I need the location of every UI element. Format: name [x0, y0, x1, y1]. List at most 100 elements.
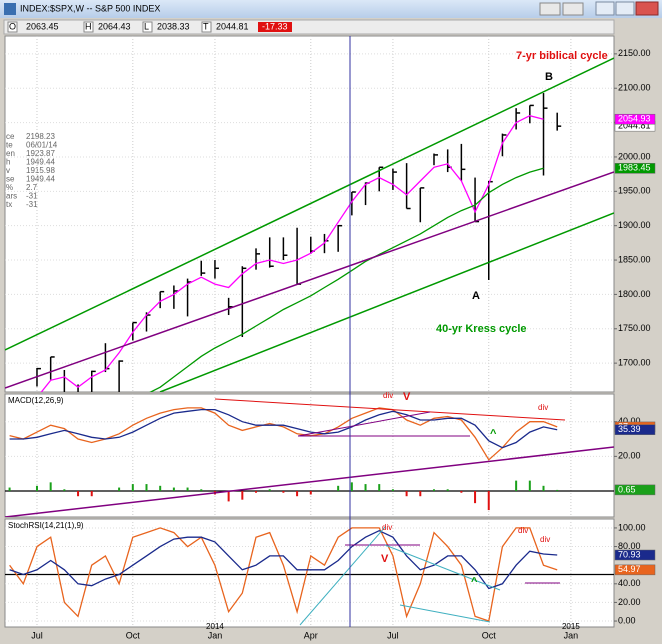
channel-bottom	[159, 212, 614, 392]
y-tick-label: 2000.00	[618, 151, 651, 161]
plot-area	[5, 53, 614, 392]
y-tick-label: 1700.00	[618, 358, 651, 368]
histogram-bar	[487, 491, 490, 511]
x-tick-label: Oct	[126, 630, 141, 640]
y-tick-label: 2100.00	[618, 83, 651, 93]
quote-label-box	[142, 21, 153, 33]
x-year-label: 2015	[562, 622, 580, 631]
histogram-bar	[364, 484, 367, 492]
histogram-bar	[542, 485, 545, 492]
series-line	[9, 407, 558, 461]
last-value-label: 2044.81	[618, 121, 651, 131]
histogram-bar	[159, 485, 162, 492]
series-line	[9, 408, 558, 449]
title-bar	[0, 0, 662, 18]
last-value-label: 70.93	[618, 549, 641, 559]
annotation: B	[545, 71, 553, 83]
info-label: en	[6, 149, 15, 158]
quote-high: 2064.43	[98, 21, 131, 31]
y-tick-label: 0.00	[618, 615, 636, 625]
histogram-bar	[515, 480, 518, 492]
x-tick-label: Jan	[208, 630, 223, 640]
last-value-box	[614, 113, 656, 125]
last-value-label: 1983.45	[618, 163, 651, 173]
y-tick-label: 20.00	[618, 451, 641, 461]
info-label: se	[6, 175, 15, 184]
histogram-bar	[118, 487, 121, 492]
histogram-bar	[172, 487, 175, 492]
app-icon	[4, 3, 16, 15]
toolbar-button[interactable]	[562, 2, 584, 16]
maximize-button[interactable]	[615, 1, 635, 16]
annotation: div	[518, 526, 528, 535]
histogram-bar	[309, 491, 312, 495]
histogram-bar	[528, 480, 531, 492]
y-tick-label: 1850.00	[618, 254, 651, 264]
y-tick-label: 1800.00	[618, 289, 651, 299]
info-label: te	[6, 141, 13, 150]
info-value: 2198.23	[26, 132, 55, 141]
trendline	[399, 604, 491, 623]
last-value-box	[614, 163, 656, 174]
quote-label-box	[83, 21, 94, 33]
channel-top	[5, 57, 614, 351]
histogram-bar	[186, 487, 189, 492]
minimize-button[interactable]	[595, 1, 615, 16]
histogram-bar	[282, 491, 285, 493]
info-label: v	[6, 166, 10, 175]
quote-label-box	[7, 21, 18, 33]
histogram-bar	[8, 487, 11, 492]
histogram-bar	[200, 489, 203, 492]
quote-label-box	[201, 21, 212, 33]
y-tick-label: 1900.00	[618, 220, 651, 230]
last-value-box	[614, 484, 656, 496]
last-value-label: 2054.93	[618, 114, 651, 124]
last-value-box	[614, 564, 656, 576]
annotation: div	[538, 403, 548, 412]
quote-label: H	[85, 21, 92, 31]
info-value: 2.7	[26, 183, 38, 192]
histogram-bar	[241, 491, 244, 500]
y-tick-label: 80.00	[618, 541, 641, 551]
x-tick-label: Jul	[387, 630, 399, 640]
toolbar-button[interactable]	[539, 2, 561, 16]
series-line	[40, 115, 544, 392]
histogram-bar	[378, 484, 381, 492]
trendline	[384, 544, 501, 591]
quote-open: 2063.45	[26, 21, 59, 31]
trendline	[5, 171, 614, 389]
last-value-label: 35.39	[618, 424, 641, 434]
series-line	[149, 167, 544, 392]
quote-bar	[3, 19, 615, 35]
annotation: V	[381, 553, 389, 565]
series-line	[9, 527, 558, 622]
price-trendlines	[5, 57, 614, 392]
info-label: %	[6, 183, 13, 192]
histogram-bar	[391, 489, 394, 492]
plot-layers: ce 2198.23 te 06/01/14 en 1923.87 h 1949.44 v 191…	[5, 36, 656, 640]
annotation: A	[472, 290, 480, 302]
annotation: div	[382, 523, 392, 532]
histogram-bar	[227, 491, 230, 502]
histogram-bar	[474, 491, 477, 504]
histogram-bar	[296, 491, 299, 497]
annotation: ^	[471, 576, 478, 588]
info-value: 1949.44	[26, 158, 55, 167]
plot-area	[5, 407, 614, 511]
last-value-box	[614, 424, 656, 435]
close-button[interactable]	[635, 1, 659, 16]
macd-trendlines	[5, 398, 614, 517]
info-label: tx	[6, 200, 12, 209]
histogram-bar	[145, 484, 148, 492]
annotation: div	[540, 535, 550, 544]
histogram-bar	[255, 491, 258, 493]
series-line	[9, 529, 558, 590]
stochrsi-panel	[4, 518, 615, 628]
change-box	[258, 22, 292, 32]
stoch-trendlines	[299, 526, 560, 626]
last-value-label: 54.97	[618, 564, 641, 574]
trendline	[297, 411, 431, 437]
histogram-bar	[350, 482, 353, 492]
histogram-bar	[131, 484, 134, 492]
y-tick-label: 40.00	[618, 416, 641, 426]
